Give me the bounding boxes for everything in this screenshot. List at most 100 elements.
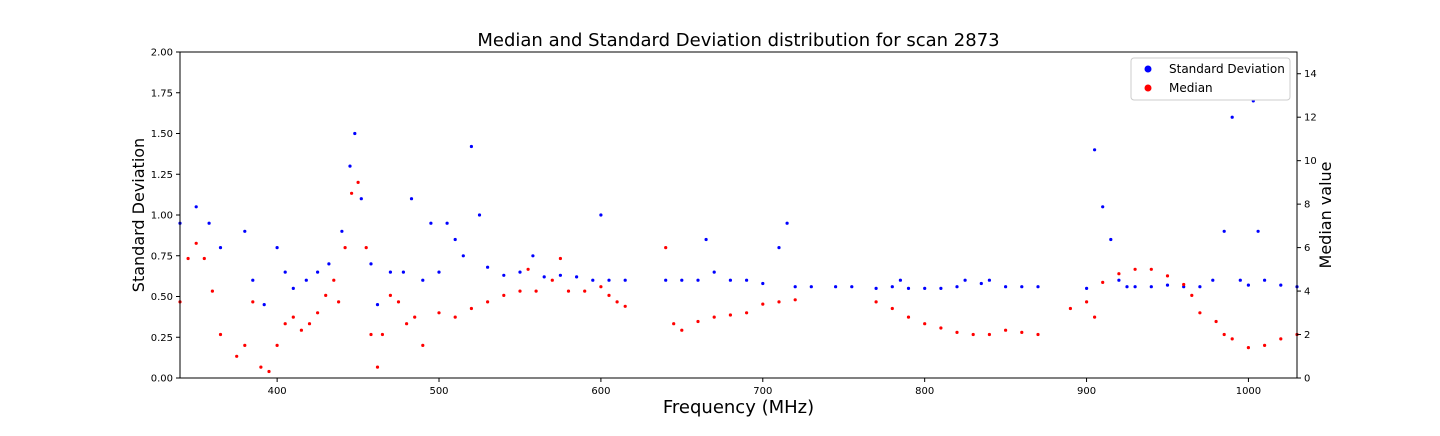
data-point: [591, 278, 595, 282]
data-point: [761, 281, 765, 286]
y-right-tick-label: 4: [1304, 287, 1310, 298]
data-point: [558, 273, 563, 277]
data-point: [1004, 328, 1008, 332]
y-right-tick-label: 0: [1304, 374, 1310, 385]
legend: Standard Deviation Median: [1130, 57, 1291, 101]
data-point: [531, 254, 535, 258]
data-point: [194, 205, 198, 209]
data-point: [477, 213, 482, 217]
plot-area: [178, 99, 1299, 374]
data-point: [388, 270, 392, 274]
data-point: [350, 191, 354, 195]
data-point: [275, 246, 279, 250]
data-point: [218, 332, 223, 337]
data-point: [558, 256, 563, 261]
data-point: [210, 289, 214, 293]
data-point: [672, 322, 676, 326]
data-point: [421, 343, 425, 347]
data-point: [375, 303, 380, 307]
data-point: [327, 262, 331, 266]
data-point: [299, 328, 303, 332]
data-point: [550, 278, 554, 282]
y-right-tick-label: 12: [1304, 113, 1317, 124]
data-point: [1133, 267, 1137, 271]
data-point: [356, 180, 360, 184]
data-point: [1125, 285, 1129, 289]
data-point: [486, 300, 490, 304]
data-point: [704, 237, 708, 242]
data-point: [1117, 278, 1121, 282]
data-point: [1020, 285, 1024, 289]
y-axis-left-label: Standard Deviation: [129, 138, 148, 292]
data-point: [283, 270, 287, 274]
data-point: [680, 328, 684, 332]
data-point: [207, 221, 211, 225]
data-point: [906, 286, 911, 290]
y-right-tick-label: 2: [1304, 330, 1310, 341]
data-point: [664, 278, 668, 282]
y-left-tick-label: 1.00: [151, 211, 173, 222]
data-point: [1190, 293, 1194, 297]
y-left-tick-label: 2.00: [151, 48, 173, 59]
data-point: [874, 286, 878, 290]
data-point: [1182, 285, 1186, 289]
data-point: [1198, 285, 1202, 289]
data-point: [761, 302, 765, 306]
data-point: [680, 278, 684, 282]
x-tick-label: 800: [915, 386, 934, 397]
data-point: [1246, 283, 1250, 287]
data-point: [380, 332, 384, 337]
data-point: [259, 365, 263, 369]
data-point: [421, 278, 425, 282]
y-left-tick-label: 1.25: [151, 170, 173, 181]
data-point: [437, 311, 441, 315]
data-point: [712, 270, 716, 274]
data-point: [369, 332, 373, 337]
data-point: [291, 315, 295, 319]
data-point: [1182, 282, 1186, 287]
data-point: [324, 293, 328, 297]
data-point: [429, 221, 433, 225]
data-point: [1222, 332, 1226, 337]
data-point: [518, 270, 522, 274]
data-point: [1230, 115, 1234, 119]
data-point: [291, 286, 295, 290]
data-point: [1263, 343, 1267, 347]
data-point: [1165, 274, 1170, 278]
data-point: [607, 293, 611, 297]
std-series: [178, 99, 1299, 307]
data-point: [1246, 346, 1250, 350]
y-axis-right-label: Median value: [1316, 162, 1335, 269]
data-point: [777, 300, 781, 304]
data-point: [1198, 311, 1202, 315]
data-point: [369, 262, 373, 266]
data-point: [1279, 337, 1283, 341]
data-point: [353, 131, 357, 136]
data-point: [332, 278, 336, 282]
data-point: [1085, 286, 1089, 290]
data-point: [1036, 285, 1040, 289]
data-point: [599, 213, 603, 217]
legend-median-marker: [1144, 84, 1152, 92]
data-point: [235, 354, 239, 358]
data-point: [1020, 330, 1024, 334]
data-point: [850, 285, 854, 289]
legend-std-label: Standard Deviation: [1169, 62, 1285, 76]
y-right-tick-label: 10: [1304, 156, 1317, 167]
data-point: [343, 246, 347, 250]
data-point: [1117, 272, 1121, 276]
data-point: [340, 229, 344, 233]
data-point: [1085, 300, 1089, 304]
data-point: [275, 343, 279, 347]
data-point: [955, 330, 959, 334]
x-tick-label: 1000: [1236, 386, 1261, 397]
data-point: [518, 289, 522, 293]
y-right-tick-label: 6: [1304, 243, 1310, 254]
data-point: [906, 315, 911, 319]
data-point: [1036, 332, 1040, 337]
data-point: [987, 332, 992, 337]
data-point: [1101, 280, 1105, 284]
data-point: [1133, 285, 1137, 289]
data-point: [979, 281, 983, 286]
